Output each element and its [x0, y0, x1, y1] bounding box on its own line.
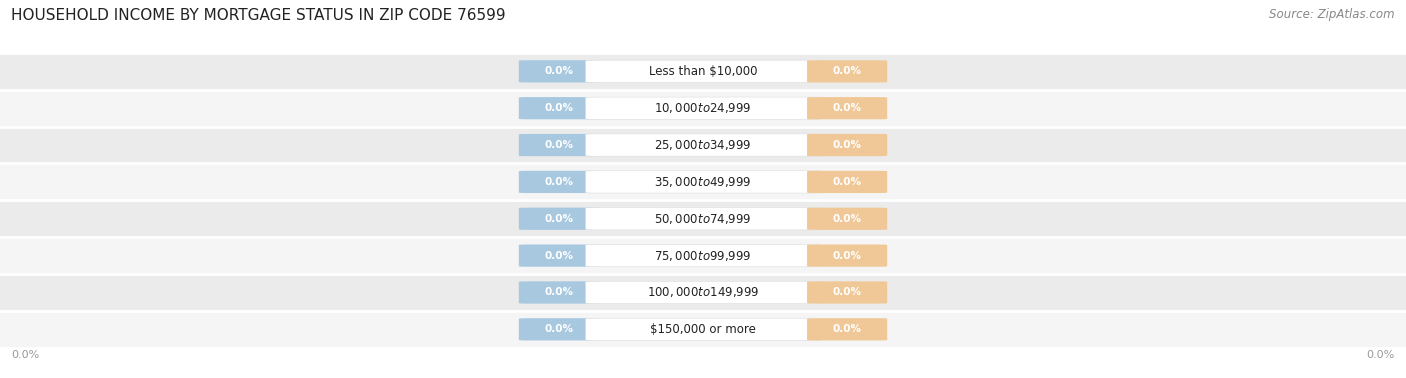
FancyBboxPatch shape — [519, 245, 599, 267]
FancyBboxPatch shape — [585, 97, 821, 119]
FancyBboxPatch shape — [585, 60, 821, 82]
Text: Less than $10,000: Less than $10,000 — [648, 65, 758, 78]
FancyBboxPatch shape — [807, 134, 887, 156]
Text: 0.0%: 0.0% — [832, 251, 862, 260]
FancyBboxPatch shape — [0, 164, 1406, 200]
Text: 0.0%: 0.0% — [832, 324, 862, 334]
Text: 0.0%: 0.0% — [544, 67, 574, 76]
FancyBboxPatch shape — [519, 97, 599, 119]
FancyBboxPatch shape — [807, 245, 887, 267]
Text: 0.0%: 0.0% — [832, 103, 862, 113]
Text: 0.0%: 0.0% — [544, 251, 574, 260]
FancyBboxPatch shape — [0, 237, 1406, 274]
Text: 0.0%: 0.0% — [544, 214, 574, 224]
FancyBboxPatch shape — [0, 274, 1406, 311]
Text: $10,000 to $24,999: $10,000 to $24,999 — [654, 101, 752, 115]
Text: $150,000 or more: $150,000 or more — [650, 323, 756, 336]
Text: $35,000 to $49,999: $35,000 to $49,999 — [654, 175, 752, 189]
FancyBboxPatch shape — [519, 281, 599, 304]
Text: $50,000 to $74,999: $50,000 to $74,999 — [654, 212, 752, 226]
FancyBboxPatch shape — [585, 245, 821, 267]
FancyBboxPatch shape — [0, 200, 1406, 237]
FancyBboxPatch shape — [807, 281, 887, 304]
FancyBboxPatch shape — [585, 318, 821, 341]
FancyBboxPatch shape — [519, 134, 599, 156]
FancyBboxPatch shape — [807, 171, 887, 193]
Text: 0.0%: 0.0% — [1367, 350, 1395, 360]
FancyBboxPatch shape — [807, 318, 887, 341]
FancyBboxPatch shape — [519, 60, 599, 82]
FancyBboxPatch shape — [585, 134, 821, 156]
FancyBboxPatch shape — [807, 208, 887, 230]
Text: 0.0%: 0.0% — [544, 324, 574, 334]
FancyBboxPatch shape — [0, 311, 1406, 348]
Text: HOUSEHOLD INCOME BY MORTGAGE STATUS IN ZIP CODE 76599: HOUSEHOLD INCOME BY MORTGAGE STATUS IN Z… — [11, 8, 506, 23]
Text: 0.0%: 0.0% — [544, 140, 574, 150]
Text: 0.0%: 0.0% — [832, 288, 862, 297]
FancyBboxPatch shape — [0, 90, 1406, 127]
FancyBboxPatch shape — [0, 53, 1406, 90]
FancyBboxPatch shape — [519, 208, 599, 230]
FancyBboxPatch shape — [585, 281, 821, 304]
Text: 0.0%: 0.0% — [11, 350, 39, 360]
FancyBboxPatch shape — [807, 97, 887, 119]
Text: $100,000 to $149,999: $100,000 to $149,999 — [647, 285, 759, 299]
Text: $25,000 to $34,999: $25,000 to $34,999 — [654, 138, 752, 152]
Text: 0.0%: 0.0% — [832, 67, 862, 76]
Text: 0.0%: 0.0% — [832, 214, 862, 224]
FancyBboxPatch shape — [0, 127, 1406, 164]
Text: 0.0%: 0.0% — [544, 103, 574, 113]
FancyBboxPatch shape — [807, 60, 887, 82]
FancyBboxPatch shape — [585, 171, 821, 193]
Text: 0.0%: 0.0% — [832, 177, 862, 187]
Text: 0.0%: 0.0% — [544, 288, 574, 297]
Text: 0.0%: 0.0% — [544, 177, 574, 187]
FancyBboxPatch shape — [519, 171, 599, 193]
Text: $75,000 to $99,999: $75,000 to $99,999 — [654, 249, 752, 263]
FancyBboxPatch shape — [519, 318, 599, 341]
Text: 0.0%: 0.0% — [832, 140, 862, 150]
Text: Source: ZipAtlas.com: Source: ZipAtlas.com — [1270, 8, 1395, 20]
FancyBboxPatch shape — [585, 208, 821, 230]
